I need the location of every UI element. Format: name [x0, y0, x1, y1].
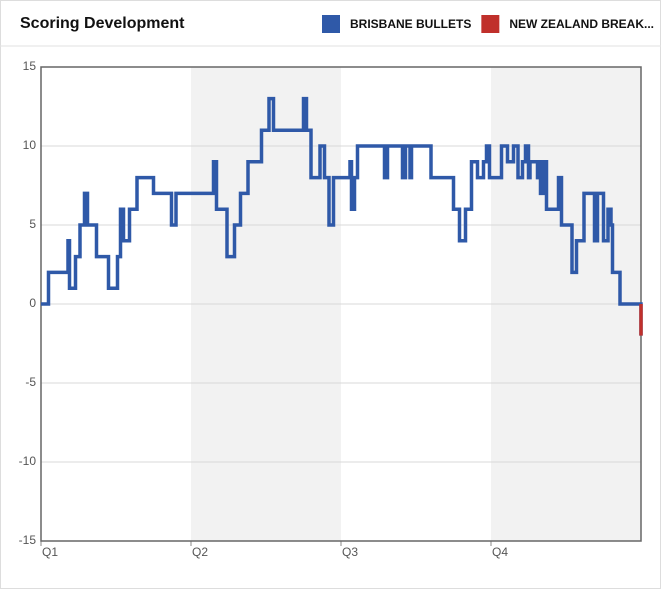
- y-tick-label: -10: [19, 454, 37, 468]
- y-tick-label: 15: [23, 59, 37, 73]
- x-tick-label: Q2: [192, 545, 208, 559]
- y-tick-label: 0: [29, 296, 36, 310]
- x-tick-label: Q1: [42, 545, 58, 559]
- legend-swatch: [481, 15, 500, 33]
- y-tick-label: -15: [19, 533, 37, 547]
- legend-label: NEW ZEALAND BREAK...: [509, 17, 654, 31]
- chart-title: Scoring Development: [20, 15, 185, 32]
- y-tick-label: 10: [23, 138, 37, 152]
- y-tick-label: -5: [25, 375, 36, 389]
- y-tick-label: 5: [29, 217, 36, 231]
- x-tick-label: Q3: [342, 545, 358, 559]
- legend-swatch: [322, 15, 340, 33]
- legend-label: BRISBANE BULLETS: [350, 17, 471, 31]
- margin-line: [41, 96, 643, 336]
- x-tick-label: Q4: [492, 545, 508, 559]
